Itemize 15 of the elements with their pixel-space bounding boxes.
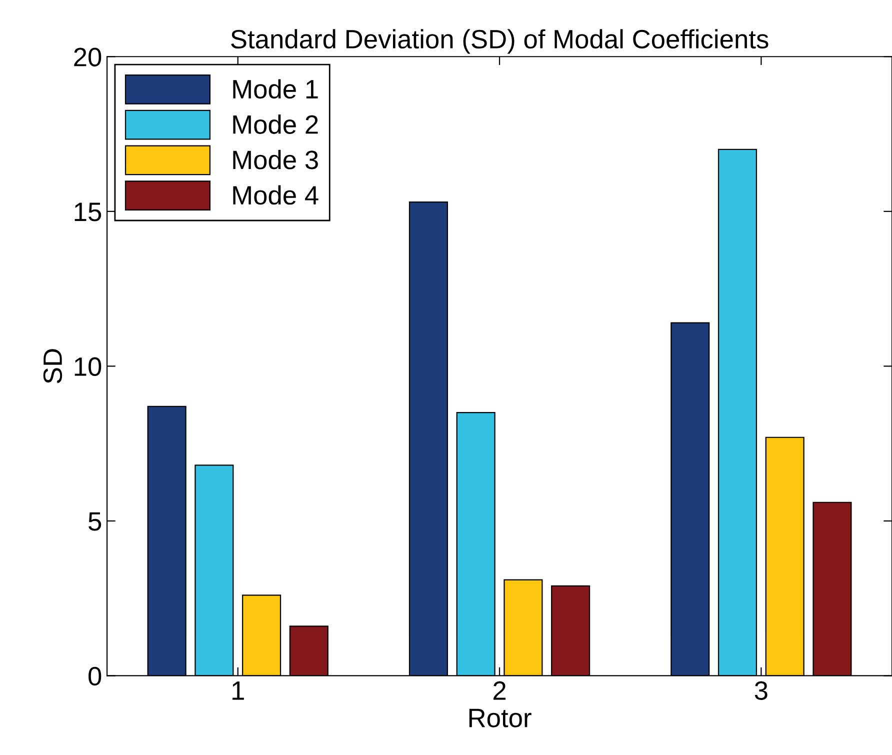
y-tick-label: 10 — [74, 357, 102, 376]
y-tick-label: 20 — [74, 48, 102, 66]
x-tick-label: 1 — [232, 682, 244, 700]
chart-title: Standard Deviation (SD) of Modal Coefficients — [231, 29, 768, 54]
legend-label: Mode 2 — [233, 114, 318, 134]
y-tick-label: 0 — [88, 666, 102, 686]
x-axis-title: Rotor — [469, 708, 532, 728]
x-tick-label: 2 — [494, 681, 506, 700]
y-tick-label: 15 — [74, 202, 102, 222]
y-axis-title: SD — [43, 349, 62, 384]
legend-label: Mode 1 — [233, 79, 318, 99]
legend-label: Mode 3 — [233, 150, 318, 170]
y-tick-label: 5 — [88, 512, 102, 531]
x-tick-label: 3 — [754, 681, 768, 700]
legend-label: Mode 4 — [233, 185, 318, 205]
